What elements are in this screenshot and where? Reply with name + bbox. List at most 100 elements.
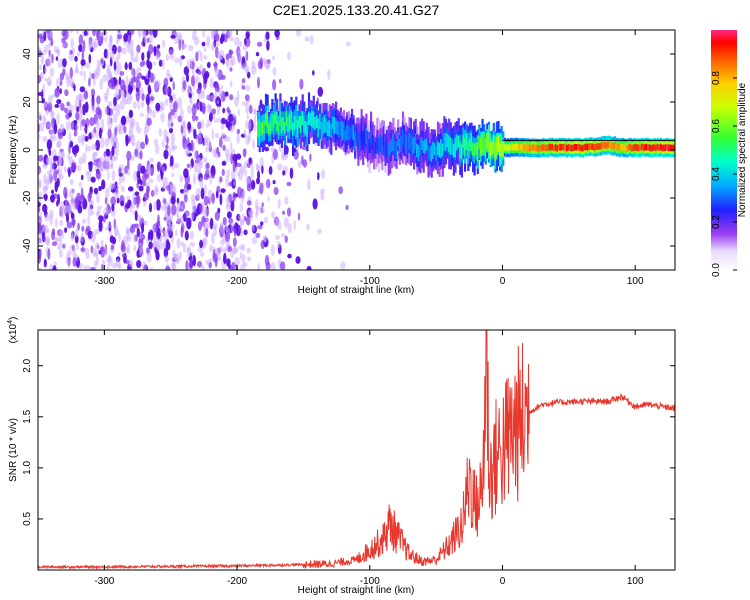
noise-speck — [196, 87, 202, 95]
noise-speck — [245, 50, 249, 62]
noise-speck — [275, 234, 280, 241]
noise-speck — [265, 178, 271, 189]
spectral-cell — [497, 135, 500, 152]
noise-speck — [239, 202, 243, 213]
noise-speck — [223, 247, 227, 255]
noise-speck — [164, 84, 169, 96]
noise-speck — [146, 37, 150, 43]
colorbar-title: Normalized spectral amplitude — [737, 82, 748, 217]
noise-speck — [240, 165, 246, 174]
noise-speck — [95, 170, 101, 180]
noise-speck — [48, 149, 52, 157]
spectral-cell — [338, 121, 341, 138]
noise-speck — [113, 142, 117, 149]
noise-speck — [338, 186, 344, 195]
noise-speck — [150, 189, 155, 197]
noise-speck — [183, 194, 188, 203]
spectral-cell — [371, 134, 374, 150]
noise-speck — [49, 30, 53, 38]
noise-speck — [106, 48, 110, 59]
noise-speck — [100, 118, 105, 131]
noise-speck — [29, 118, 34, 128]
noise-speck — [137, 101, 140, 110]
noise-speck — [69, 178, 74, 186]
noise-speck — [225, 175, 229, 188]
spectral-cell — [382, 134, 385, 147]
noise-speck — [46, 55, 53, 67]
noise-speck — [96, 30, 100, 41]
spectral-cell — [651, 144, 655, 152]
noise-speck — [156, 220, 161, 228]
noise-speck — [210, 30, 216, 38]
noise-speck — [223, 253, 227, 265]
spectral-cell — [495, 137, 498, 156]
spectral-cell — [604, 142, 607, 149]
noise-speck — [226, 211, 232, 219]
noise-speck — [112, 104, 117, 112]
noise-speck — [81, 49, 85, 61]
noise-speck — [120, 243, 126, 253]
noise-speck — [49, 213, 53, 226]
noise-speck — [141, 75, 146, 80]
noise-speck — [109, 182, 114, 191]
spectrogram-signal-track — [257, 92, 675, 178]
noise-speck — [84, 135, 89, 142]
noise-speck — [126, 243, 131, 254]
noise-speck — [270, 146, 276, 154]
noise-speck — [163, 247, 169, 258]
noise-speck — [109, 50, 115, 60]
noise-speck — [226, 136, 231, 143]
noise-speck — [286, 181, 292, 187]
x-tick-label: 0 — [500, 276, 506, 287]
spectral-cell — [293, 116, 296, 130]
spectral-cell — [640, 143, 643, 151]
spectral-cell — [607, 141, 610, 149]
noise-speck — [51, 94, 56, 99]
noise-speck — [152, 61, 156, 66]
noise-speck — [151, 224, 156, 233]
spectral-cell — [585, 143, 588, 150]
x-tick-label: -100 — [360, 276, 380, 287]
noise-speck — [178, 39, 182, 51]
noise-speck — [182, 135, 186, 144]
noise-speck — [53, 169, 58, 182]
noise-speck — [130, 119, 135, 129]
noise-speck — [104, 166, 108, 171]
noise-speck — [52, 265, 57, 270]
noise-speck — [130, 133, 135, 145]
spectral-cell — [484, 138, 487, 157]
spectral-cell — [479, 137, 483, 156]
spectrogram-y-axis-title: Frequency (Hz) — [8, 116, 19, 185]
noise-speck — [38, 178, 42, 189]
noise-speck — [155, 79, 161, 89]
noise-speck — [154, 138, 159, 147]
noise-speck — [188, 44, 194, 52]
noise-speck — [38, 206, 41, 213]
spectral-cell — [366, 138, 370, 154]
noise-speck — [271, 211, 276, 219]
noise-speck — [110, 196, 116, 206]
noise-speck — [283, 217, 289, 228]
spectrogram-y-axis: -40 -20 0 20 40 — [22, 48, 675, 253]
noise-speck — [149, 93, 155, 102]
spectral-cell — [268, 122, 271, 136]
noise-speck — [224, 224, 228, 232]
noise-speck — [148, 44, 154, 55]
noise-speck — [194, 34, 197, 41]
noise-speck — [180, 125, 184, 134]
noise-speck — [92, 247, 96, 256]
noise-speck — [103, 151, 106, 158]
noise-speck — [100, 137, 105, 149]
spectral-cell — [489, 141, 492, 158]
noise-speck — [223, 137, 228, 142]
spectral-cell — [276, 112, 279, 131]
noise-speck — [272, 180, 276, 185]
noise-speck — [134, 234, 138, 242]
spectral-cell — [623, 144, 626, 152]
noise-speck — [68, 78, 75, 88]
spectral-cell — [370, 130, 373, 145]
noise-speck — [214, 211, 220, 221]
noise-speck — [147, 108, 152, 114]
noise-speck — [203, 54, 208, 61]
noise-speck — [81, 218, 87, 224]
